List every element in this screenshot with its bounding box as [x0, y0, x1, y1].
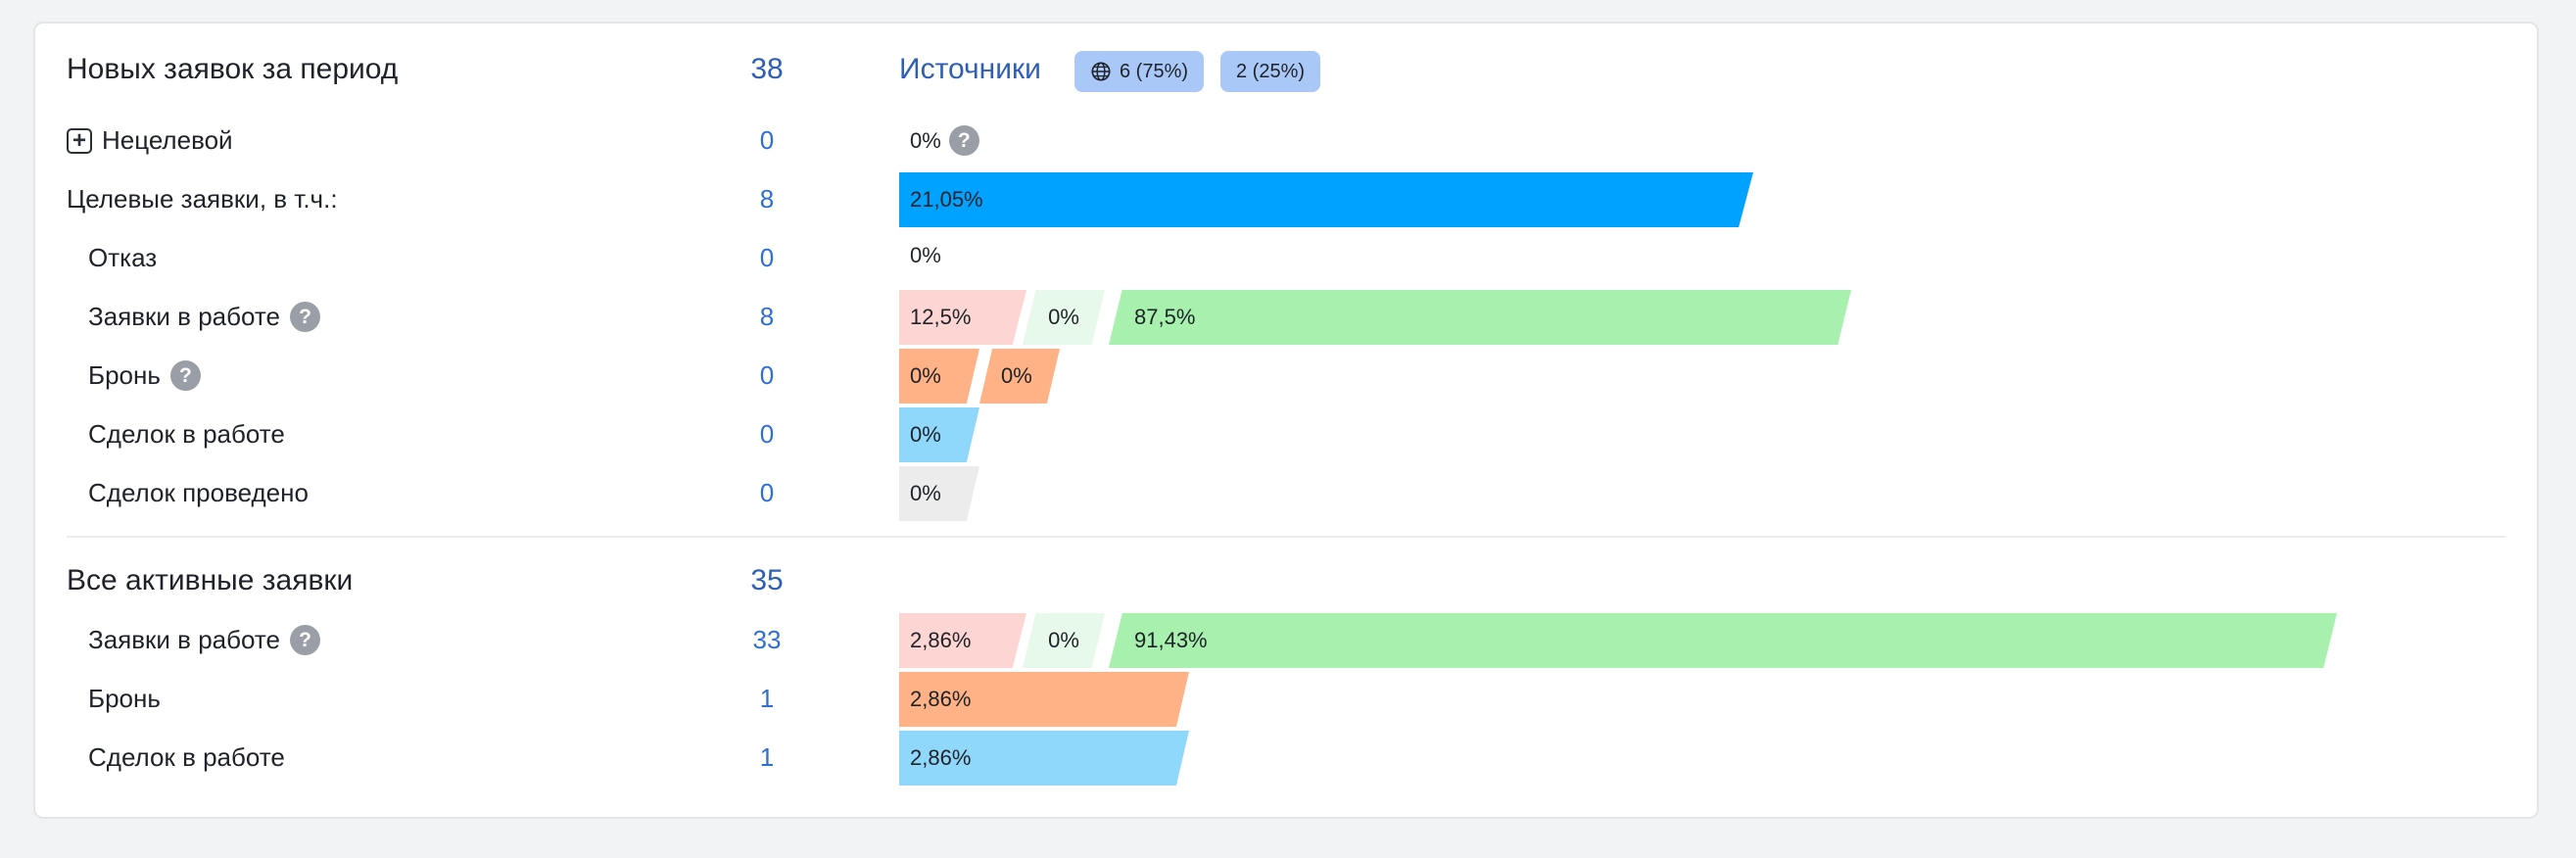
row-deals-in-work-count[interactable]: 0	[759, 419, 775, 449]
globe-icon	[1090, 61, 1112, 82]
active-row-booking: Бронь	[88, 684, 161, 714]
active-row-in-work-label: Заявки в работе	[88, 625, 280, 654]
row-target-pct: 21,05%	[910, 187, 983, 212]
row-booking-segment-1: 0%	[899, 349, 979, 404]
leads-summary-card: Новых заявок за период 38 Источники 6 (7…	[33, 22, 2539, 819]
active-row-deals-in-work-bar: 2,86%	[899, 731, 1189, 786]
active-section-title: Все активные заявки	[67, 564, 354, 596]
row-deals-closed-pct: 0%	[910, 481, 941, 505]
help-icon[interactable]: ?	[290, 302, 320, 332]
row-refusal: Отказ	[88, 243, 157, 273]
row-deals-closed-label: Сделок проведено	[88, 478, 309, 507]
active-row-deals-in-work-count[interactable]: 1	[759, 742, 775, 772]
active-row-in-work-segment-3: 91,43%	[1109, 613, 2337, 668]
active-row-in-work-segment-1: 2,86%	[899, 613, 1026, 668]
active-row-booking-pct: 2,86%	[910, 687, 972, 711]
row-non-target-bar: 0% ?	[910, 125, 979, 156]
row-booking: Бронь ?	[88, 360, 201, 391]
source-chip-other[interactable]: 2 (25%)	[1220, 51, 1321, 92]
active-row-in-work-segment-3-pct: 91,43%	[1134, 628, 1208, 652]
section-divider	[67, 536, 2505, 538]
active-row-deals-in-work-pct: 2,86%	[910, 745, 972, 770]
row-deals-closed: Сделок проведено	[88, 478, 309, 508]
active-row-booking-label: Бронь	[88, 684, 161, 713]
period-section-title: Новых заявок за период	[67, 53, 399, 85]
row-in-work-segment-1-pct: 12,5%	[910, 305, 972, 329]
row-deals-closed-bar: 0%	[899, 466, 979, 521]
row-in-work: Заявки в работе ?	[88, 302, 320, 332]
active-section-count[interactable]: 35	[750, 564, 784, 596]
active-row-in-work-segment-1-pct: 2,86%	[910, 628, 972, 652]
row-in-work-segment-3-pct: 87,5%	[1134, 305, 1196, 329]
source-chip-web[interactable]: 6 (75%)	[1074, 51, 1205, 92]
active-row-booking-count[interactable]: 1	[759, 684, 775, 713]
sources-link[interactable]: Источники	[899, 53, 1041, 85]
row-target-bar: 21,05%	[899, 172, 1753, 227]
row-booking-label: Бронь	[88, 360, 161, 390]
row-target-count[interactable]: 8	[759, 184, 775, 214]
help-icon[interactable]: ?	[290, 625, 320, 655]
row-non-target-pct: 0%	[910, 127, 941, 153]
row-non-target-count[interactable]: 0	[759, 125, 775, 155]
row-target-label: Целевые заявки, в т.ч.:	[67, 184, 338, 214]
row-refusal-pct: 0%	[910, 243, 941, 267]
row-deals-closed-count[interactable]: 0	[759, 478, 775, 507]
row-in-work-segment-1: 12,5%	[899, 290, 1026, 345]
row-deals-in-work-bar: 0%	[899, 407, 979, 462]
row-deals-in-work: Сделок в работе	[88, 419, 285, 450]
row-in-work-label: Заявки в работе	[88, 302, 280, 331]
row-non-target: + Нецелевой	[67, 125, 233, 156]
help-icon[interactable]: ?	[169, 360, 201, 391]
row-in-work-segment-2-pct: 0%	[1048, 305, 1079, 329]
help-icon[interactable]: ?	[948, 125, 979, 156]
row-in-work-segment-2: 0%	[1023, 290, 1105, 345]
expand-plus-icon[interactable]: +	[67, 127, 92, 154]
row-refusal-label: Отказ	[88, 243, 158, 272]
active-row-in-work-count[interactable]: 33	[752, 625, 782, 654]
source-chip-web-label: 6 (75%)	[1120, 60, 1189, 82]
row-non-target-label: Нецелевой	[102, 125, 233, 155]
row-booking-segment-2-pct: 0%	[1001, 363, 1032, 388]
row-deals-in-work-pct: 0%	[910, 422, 941, 447]
row-in-work-count[interactable]: 8	[759, 302, 775, 331]
row-in-work-segment-3: 87,5%	[1109, 290, 1851, 345]
active-row-in-work: Заявки в работе ?	[88, 625, 320, 655]
active-row-booking-bar: 2,86%	[899, 672, 1189, 727]
source-chip-other-label: 2 (25%)	[1236, 60, 1306, 82]
row-deals-in-work-label: Сделок в работе	[88, 419, 285, 449]
row-target: Целевые заявки, в т.ч.:	[67, 184, 338, 214]
active-row-deals-in-work-label: Сделок в работе	[88, 742, 285, 772]
row-booking-segment-2: 0%	[979, 349, 1060, 404]
active-row-in-work-segment-2: 0%	[1023, 613, 1105, 668]
row-refusal-count[interactable]: 0	[759, 243, 775, 272]
row-refusal-bar: 0%	[910, 243, 941, 268]
active-row-deals-in-work: Сделок в работе	[88, 742, 285, 773]
active-row-in-work-segment-2-pct: 0%	[1048, 628, 1079, 652]
row-booking-count[interactable]: 0	[759, 360, 775, 390]
row-booking-segment-1-pct: 0%	[910, 363, 941, 388]
period-section-count[interactable]: 38	[750, 53, 784, 85]
